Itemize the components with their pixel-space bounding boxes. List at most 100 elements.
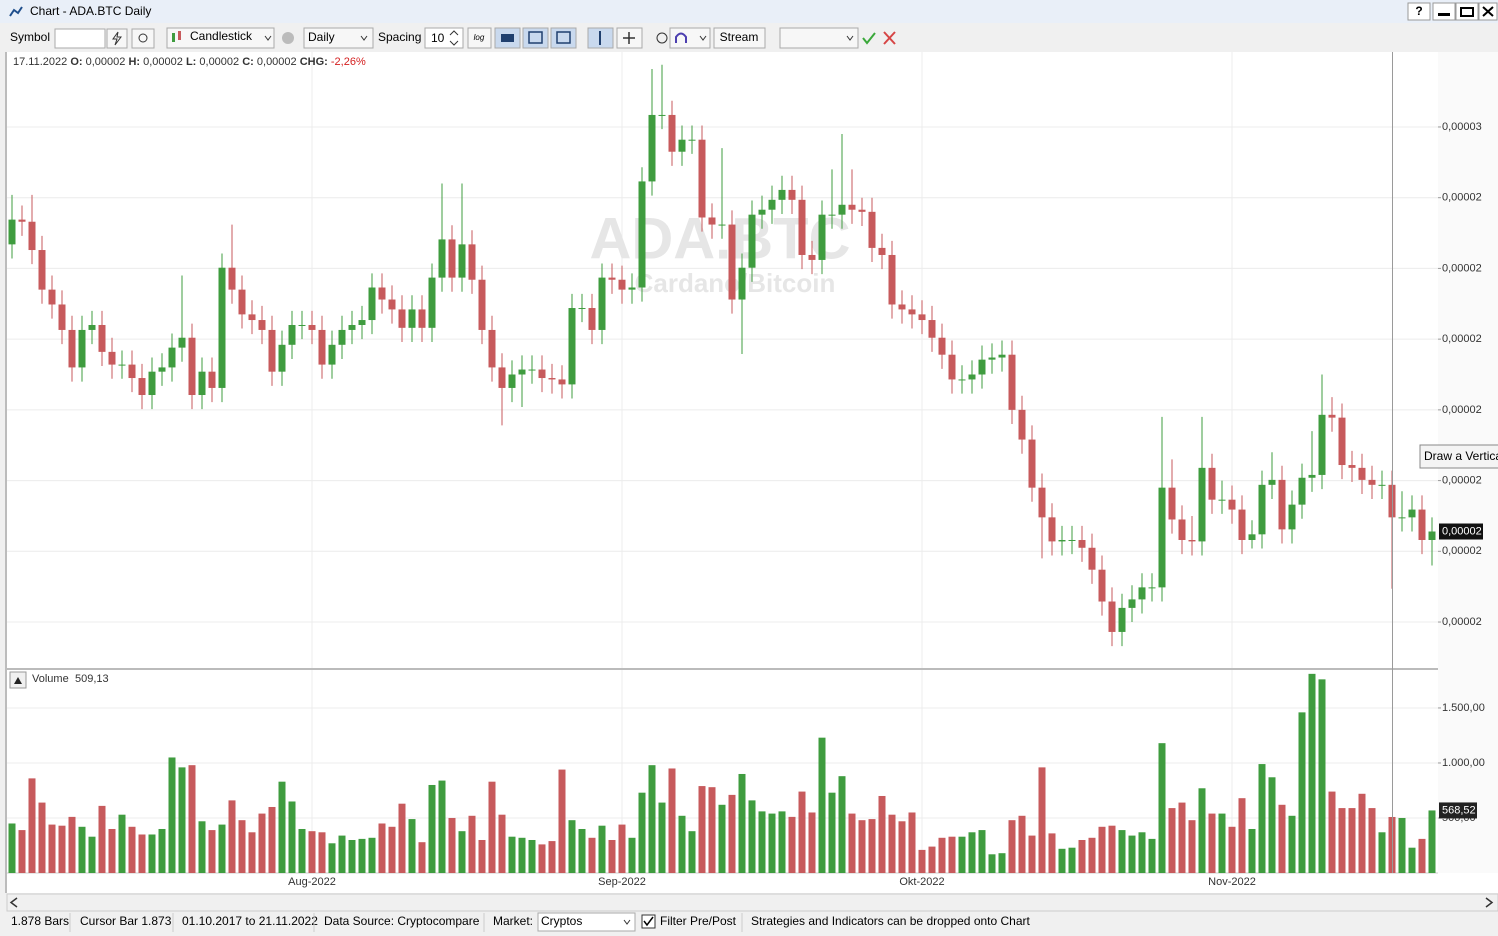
volume-bar (328, 843, 336, 873)
volume-bar (1158, 743, 1166, 873)
scroll-right[interactable] (1485, 897, 1494, 908)
candle-body (638, 181, 646, 288)
candle-body (1278, 479, 1286, 530)
volume-bar (1358, 793, 1366, 873)
log-button[interactable] (467, 27, 492, 49)
volume-bar (678, 815, 686, 873)
link-button[interactable] (131, 28, 155, 49)
volume-bar (708, 787, 716, 873)
volume-bar (1238, 798, 1246, 873)
minimize-button[interactable] (1432, 2, 1456, 21)
volume-bar (108, 828, 116, 873)
maximize-button[interactable] (1455, 2, 1479, 21)
volume-bar (698, 786, 706, 873)
close-icon (1482, 6, 1494, 17)
volume-bar (58, 825, 66, 873)
volume-bar (868, 819, 876, 873)
crosshair-icon (623, 32, 635, 44)
info-date: 17.11.2022 (13, 56, 67, 68)
candle-body (588, 308, 596, 330)
candle-body (578, 308, 586, 310)
stream-button[interactable] (713, 27, 766, 49)
candle-body (1368, 479, 1376, 485)
apply-button[interactable] (862, 32, 876, 45)
volume-bar (988, 854, 996, 873)
log-label: log (474, 33, 485, 42)
candle-body (978, 359, 986, 375)
candle-body (1338, 417, 1346, 466)
last-volume-label: 568,52 (1442, 804, 1476, 816)
candle-body (138, 378, 146, 396)
candle-body (538, 369, 546, 379)
candle-body (718, 224, 726, 226)
volume-bar (1338, 808, 1346, 873)
candle-body (1258, 484, 1266, 535)
candle-body (1208, 467, 1216, 500)
scroll-left[interactable] (9, 897, 18, 908)
candle-body (568, 308, 576, 385)
volume-bar (358, 838, 366, 873)
volume-bar (918, 849, 926, 873)
volume-bar (838, 776, 846, 873)
volume-bar (928, 846, 936, 873)
volume-bar (668, 768, 676, 873)
candle-body (748, 214, 756, 268)
volume-bar (278, 781, 286, 873)
volume-bar (98, 805, 106, 873)
candle-body (618, 279, 626, 290)
candle-body (1088, 547, 1096, 570)
market-dropdown[interactable] (537, 912, 636, 932)
candle-body (128, 364, 136, 379)
volume-bar (858, 820, 866, 873)
volume-bar (8, 823, 16, 873)
candle-body (118, 364, 126, 366)
volume-bar (788, 816, 796, 873)
y-tick-label: 1.000,00 (1442, 757, 1485, 769)
cancel-button[interactable] (883, 31, 896, 45)
candle-body (318, 329, 326, 365)
candle-body (1408, 509, 1416, 518)
candle-body (1048, 517, 1056, 542)
x-tick-label: Sep-2022 (598, 876, 646, 888)
volume-bar (458, 831, 466, 873)
info-label: L: (186, 56, 196, 68)
candle-body (58, 304, 66, 330)
volume-bar (718, 804, 726, 873)
price-pane (7, 52, 1498, 669)
dropdown-arrow (360, 35, 368, 41)
volume-bar (998, 853, 1006, 873)
y-tick-label: 0,00002 (1442, 262, 1482, 274)
drawing-dropdown[interactable] (779, 27, 859, 49)
candle-body (628, 287, 636, 290)
volume-bar (1088, 837, 1096, 873)
volume-bar (88, 836, 96, 873)
candle-body (918, 314, 926, 321)
chart-type-dropdown[interactable] (166, 27, 275, 49)
overlay-layer: 0,00002 568,52 (1439, 523, 1483, 819)
help-button[interactable] (1407, 2, 1431, 21)
volume-bar (1368, 808, 1376, 873)
volume-bar (318, 832, 326, 873)
scrollbar[interactable] (6, 893, 1498, 912)
volume-bar (848, 813, 856, 873)
volume-bar (488, 781, 496, 873)
candle-body (498, 367, 506, 388)
volume-bar (728, 794, 736, 873)
candle-body (248, 314, 256, 321)
interval-dropdown[interactable] (303, 27, 374, 49)
market-value: Cryptos (541, 914, 582, 928)
circle-tool[interactable] (656, 32, 668, 44)
candle-body (258, 320, 266, 330)
toolbar-button[interactable] (550, 27, 577, 49)
candle-body (708, 217, 716, 225)
candle-body (88, 324, 96, 330)
symbol-input[interactable] (54, 28, 106, 49)
volume-bar (478, 839, 486, 873)
toolbar-button[interactable] (522, 27, 549, 49)
candle-body (398, 309, 406, 328)
candle-body (208, 371, 216, 388)
settings-button[interactable] (282, 32, 294, 44)
volume-bar (768, 813, 776, 873)
y-tick-label: 0,00002 (1442, 616, 1482, 628)
spacing-input[interactable] (424, 27, 464, 49)
